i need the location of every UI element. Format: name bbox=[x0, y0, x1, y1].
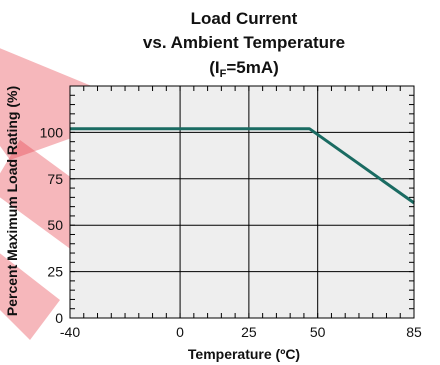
plot-frame bbox=[69, 85, 415, 319]
title-line-3-subscript: F bbox=[220, 68, 227, 80]
x-axis-label: Temperature (ºC) bbox=[188, 346, 300, 362]
chart-title-line-3: (IF=5mA) bbox=[209, 58, 279, 80]
x-tick-label: -40 bbox=[60, 324, 80, 340]
y-axis-label: Percent Maximum Load Rating (%) bbox=[4, 86, 20, 316]
x-tick-label: 50 bbox=[310, 324, 326, 340]
minor-ticks bbox=[69, 85, 415, 319]
series-line-0 bbox=[70, 127, 415, 205]
y-tick-label: 0 bbox=[55, 310, 63, 326]
title-line-3-suffix: =5mA) bbox=[226, 58, 278, 77]
x-tick-label: 85 bbox=[406, 324, 422, 340]
chart-title-line-2: vs. Ambient Temperature bbox=[143, 33, 345, 52]
y-tick-label: 75 bbox=[47, 171, 63, 187]
y-tick-label: 25 bbox=[47, 264, 63, 280]
x-tick-label: 25 bbox=[241, 324, 257, 340]
watermark-stripe-2 bbox=[0, 253, 60, 340]
x-tick-labels: -40 0 25 50 85 bbox=[60, 324, 422, 340]
plot-area bbox=[70, 86, 414, 318]
y-tick-label: 100 bbox=[40, 124, 64, 140]
y-tick-labels: 0 25 50 75 100 bbox=[40, 124, 64, 326]
title-line-3-prefix: (I bbox=[209, 58, 219, 77]
y-tick-label: 50 bbox=[47, 217, 63, 233]
series-group bbox=[70, 127, 415, 205]
chart-title-line-1: Load Current bbox=[191, 9, 298, 28]
x-tick-label: 0 bbox=[176, 324, 184, 340]
